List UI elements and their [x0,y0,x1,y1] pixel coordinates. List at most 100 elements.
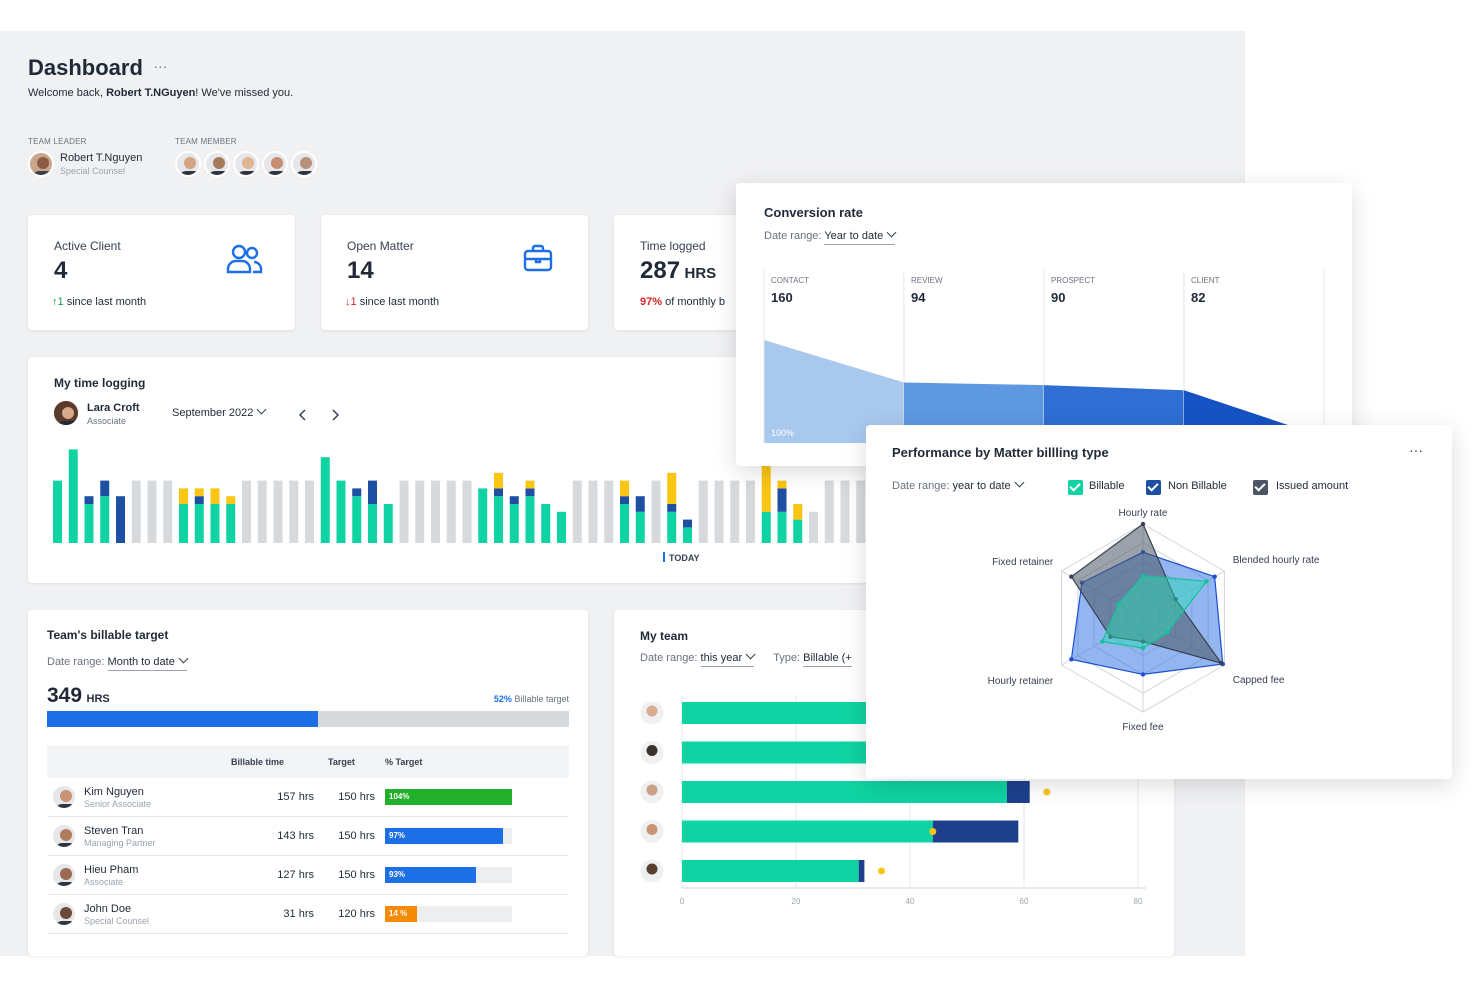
issued-amount-checkbox[interactable] [1253,480,1268,495]
page-more-button[interactable]: ··· [153,58,168,74]
time-bar-segment [541,504,551,543]
avatar[interactable] [51,784,77,810]
time-bar-segment [793,519,803,543]
avatar-face [646,745,658,756]
delta-text: since last month [66,296,147,308]
non-billable-checkbox[interactable] [1146,480,1161,495]
billable-date-range[interactable]: Date range: Month to date [47,653,189,671]
avatar[interactable] [175,151,201,177]
stage-label: PROSPECT [1051,276,1095,285]
time-bar-segment [809,511,818,543]
chevron-left-icon [298,409,306,421]
chevron-down-icon [178,653,189,664]
radar-axis-label: Blended hourly rate [1233,555,1320,566]
open-matter-card[interactable]: Open Matter 14 ↓1 since last month [321,215,588,330]
pct-target-cell: 104% [385,778,569,817]
pct-target-cell: 14 % [385,894,569,934]
time-bar-segment [525,480,535,489]
target-cell: 150 hrs [328,855,385,895]
billable-target-card: Team's billable target Date range: Month… [28,610,588,956]
date-range-select[interactable]: Month to date [107,653,189,671]
time-bar-segment [683,519,692,528]
table-row[interactable]: Kim Nguyen Senior Associate 157 hrs 150 hrs… [47,778,569,817]
stat-label: Time logged [640,239,706,253]
billable-table-body: Kim Nguyen Senior Associate 157 hrs 150 hrs… [47,778,569,934]
team-bar-billable [682,781,1007,803]
radar-point [1140,573,1146,578]
performance-more-button[interactable]: ··· [1409,442,1423,458]
billable-checkbox[interactable] [1068,480,1083,495]
time-bar-segment [399,480,409,543]
type-select[interactable]: Billable (+ [803,652,852,667]
time-bar-segment [100,480,110,497]
chevron-right-icon [332,409,340,421]
billable-total: 349 HRS [47,684,110,708]
time-bar-segment [494,472,503,489]
time-bar-segment [478,488,488,543]
target-pct-value: 52% [493,694,512,704]
team-leader-name: Robert T.Nguyen [60,152,143,164]
radar-axis-label: Hourly rate [1119,508,1168,519]
conversion-date-range: Date range: Year to date [764,227,897,245]
team-bar-billable [682,860,859,882]
avatar[interactable] [51,901,77,927]
target-pct-text: Billable target [514,694,569,704]
avatar[interactable] [233,151,259,177]
time-bar-segment [383,504,393,543]
target-cell: 150 hrs [328,816,385,856]
avatar[interactable] [204,151,230,177]
time-logging-card: My time logging Lara Croft Associate Sep… [28,357,888,583]
time-bar-segment [714,480,724,543]
billable-target-pct: 52% Billable target [494,694,569,704]
x-tick-label: 20 [792,897,801,906]
date-range-select[interactable]: Year to date [824,227,897,245]
header-name [47,746,231,778]
team-bar-billable [682,741,910,764]
type-value: Billable (+ [803,652,852,664]
avatar[interactable] [52,399,80,427]
time-bar-segment [746,480,755,543]
time-bar-segment [147,480,157,543]
my-team-title: My team [640,629,689,643]
avatar-face [646,824,658,835]
prev-month-button[interactable] [298,408,308,426]
avatar[interactable] [262,151,288,177]
active-client-card[interactable]: Active Client 4 ↑1 since last month [28,215,295,330]
pct-bar-fill: 97% [385,828,504,844]
time-bar-segment [210,504,220,543]
percent-value: 97% [640,296,663,308]
date-range-select[interactable]: this year [700,649,756,667]
table-row[interactable]: Steven Tran Managing Partner 143 hrs 150 hr… [47,816,569,856]
header-pct: % Target [385,746,569,778]
member-name: Hieu Pham [84,864,139,876]
time-bar-segment [53,480,62,543]
radar-axis-label: Capped fee [1233,675,1285,686]
avatar[interactable] [291,151,317,177]
time-bar-segment [509,496,519,504]
avatar[interactable] [51,862,77,888]
avatar[interactable] [51,823,77,849]
stage-value: 160 [771,290,793,305]
member-role: Managing Partner [84,838,156,848]
time-bar-segment [777,511,787,543]
stat-value: 14 [347,257,374,284]
radar-point [1212,574,1217,579]
avatar[interactable] [28,151,54,177]
funnel-segment [764,340,904,443]
time-bar-segment [163,480,173,543]
month-value: September 2022 [172,407,254,419]
time-bar-segment [793,504,803,520]
table-row[interactable]: John Doe Special Counsel 31 hrs 120 hrs 14 % [47,894,569,934]
briefcase-icon [522,243,554,278]
percent-text: of monthly b [665,296,726,308]
next-month-button[interactable] [330,408,340,426]
date-range-select[interactable]: year to date [953,477,1025,492]
date-range-label: Date range: [47,656,105,668]
time-bar-segment [320,457,330,543]
month-select[interactable]: September 2022 [172,404,267,419]
table-row[interactable]: Hieu Pham Associate 127 hrs 150 hrs 93% [47,855,569,895]
x-tick-label: 80 [1134,897,1143,906]
performance-title: Performance by Matter billling type [892,445,1109,460]
performance-date-range: Date range: year to date [892,477,1025,492]
date-range-value: this year [700,652,743,664]
